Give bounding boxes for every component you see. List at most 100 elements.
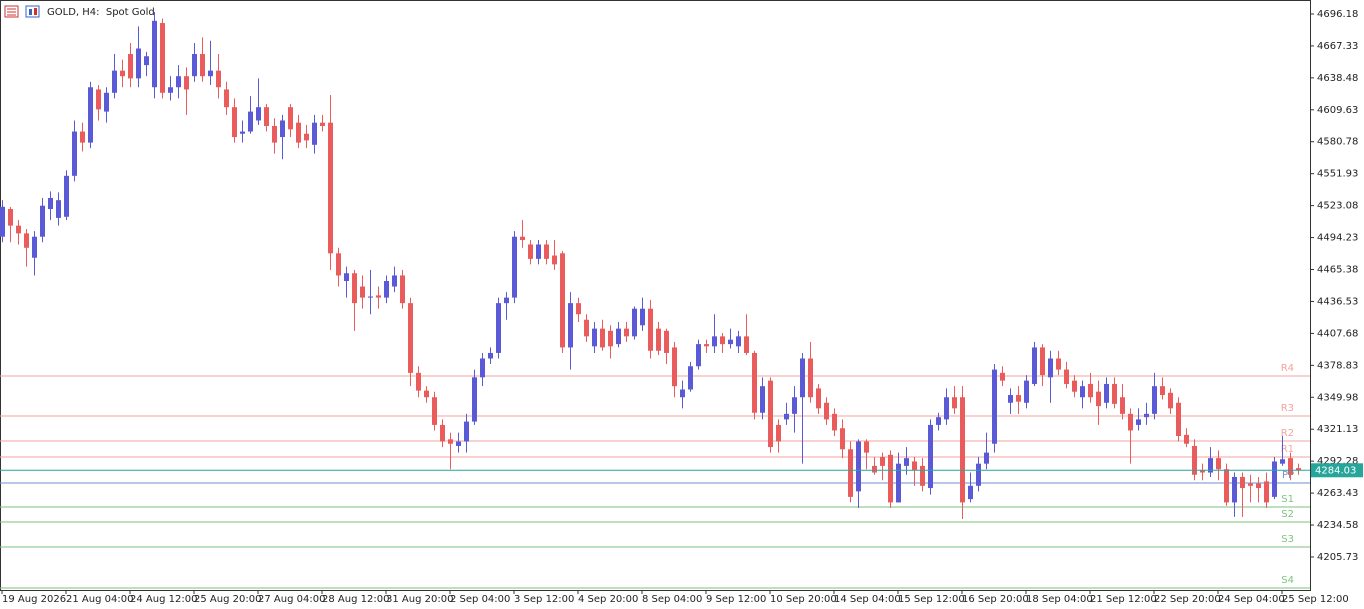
candle-body bbox=[360, 286, 365, 298]
candle-body bbox=[632, 308, 637, 337]
candle-body bbox=[160, 23, 165, 93]
candle-body bbox=[920, 465, 925, 486]
candle-body bbox=[200, 54, 205, 77]
candle-body bbox=[520, 236, 525, 241]
candle-body bbox=[656, 328, 661, 351]
x-tick-label: 25 Sep 12:00 bbox=[1282, 594, 1349, 605]
candle-body bbox=[1056, 358, 1061, 370]
candle-body bbox=[1152, 386, 1157, 414]
candle-body bbox=[1216, 458, 1221, 470]
candle-body bbox=[424, 390, 429, 398]
candle-body bbox=[736, 336, 741, 347]
candle-body bbox=[288, 107, 293, 130]
candle-body bbox=[704, 344, 709, 347]
candle-body bbox=[336, 253, 341, 276]
candle-body bbox=[640, 308, 645, 326]
candle-body bbox=[896, 463, 901, 503]
candle-body bbox=[1288, 458, 1293, 475]
y-tick-label: 4580.78 bbox=[1317, 137, 1358, 148]
candle-body bbox=[648, 308, 653, 351]
candle-body bbox=[728, 339, 733, 345]
candle-body bbox=[888, 454, 893, 503]
candle-body bbox=[776, 424, 781, 442]
candle-body bbox=[1136, 419, 1141, 425]
candle-body bbox=[1272, 461, 1277, 497]
candle-body bbox=[592, 328, 597, 347]
y-tick-label: 4523.08 bbox=[1317, 201, 1358, 212]
candle-body bbox=[992, 369, 997, 444]
candle-body bbox=[512, 236, 517, 298]
candle-body bbox=[416, 372, 421, 391]
candle-body bbox=[1072, 380, 1077, 392]
candle-body bbox=[1088, 383, 1093, 398]
x-tick-label: 21 Aug 04:00 bbox=[66, 594, 133, 605]
y-tick-label: 4638.48 bbox=[1317, 73, 1358, 84]
x-tick-label: 25 Aug 20:00 bbox=[194, 594, 261, 605]
candle-body bbox=[824, 402, 829, 420]
y-tick-label: 4696.18 bbox=[1317, 9, 1358, 20]
y-tick-label: 4609.63 bbox=[1317, 105, 1358, 116]
y-tick-label: 4234.58 bbox=[1317, 520, 1358, 531]
candle-body bbox=[1040, 347, 1045, 376]
x-tick-label: 22 Sep 20:00 bbox=[1154, 594, 1221, 605]
x-tick-label: 19 Aug 2026 bbox=[2, 594, 66, 605]
candle-body bbox=[1008, 395, 1013, 403]
icon bbox=[34, 8, 37, 15]
candle-body bbox=[792, 397, 797, 414]
candle-body bbox=[1120, 397, 1125, 414]
x-tick-label: 2 Sep 04:00 bbox=[450, 594, 510, 605]
candle-body bbox=[1024, 380, 1029, 403]
candle-body bbox=[848, 449, 853, 497]
candle-body bbox=[1048, 358, 1053, 378]
candle-body bbox=[368, 296, 373, 298]
candle-body bbox=[744, 336, 749, 353]
candle-body bbox=[280, 120, 285, 138]
x-tick-label: 31 Aug 20:00 bbox=[386, 594, 453, 605]
x-tick-label: 27 Aug 04:00 bbox=[258, 594, 325, 605]
candle-body bbox=[1064, 369, 1069, 384]
x-tick-label: 4 Sep 20:00 bbox=[578, 594, 638, 605]
candle-body bbox=[1264, 481, 1269, 503]
current-price-box bbox=[1311, 463, 1363, 478]
pivot-label: S1 bbox=[1281, 494, 1294, 505]
candle-body bbox=[408, 303, 413, 373]
candle-body bbox=[8, 209, 13, 226]
candle-body bbox=[312, 122, 317, 145]
candle-body bbox=[96, 89, 101, 110]
candle-body bbox=[176, 76, 181, 88]
x-tick-label: 24 Sep 04:00 bbox=[1218, 594, 1285, 605]
candle-body bbox=[1128, 413, 1133, 431]
candle-body bbox=[1080, 386, 1085, 398]
candle-body bbox=[1032, 347, 1037, 384]
y-tick-label: 4407.68 bbox=[1317, 328, 1358, 339]
candle-body bbox=[952, 397, 957, 409]
candle-body bbox=[504, 297, 509, 304]
candle-body bbox=[72, 131, 77, 176]
candle-body bbox=[552, 255, 557, 265]
candle-body bbox=[464, 421, 469, 442]
candle-body bbox=[16, 225, 21, 234]
candle-body bbox=[568, 303, 573, 348]
candle-body bbox=[248, 111, 253, 132]
candle-body bbox=[152, 20, 157, 88]
x-tick-label: 9 Sep 12:00 bbox=[706, 594, 766, 605]
pivot-label: R3 bbox=[1281, 403, 1294, 414]
candle-body bbox=[256, 107, 261, 121]
candle-body bbox=[872, 465, 877, 473]
toolbar-icons bbox=[4, 5, 40, 18]
pivot-label: R1 bbox=[1281, 444, 1294, 455]
candle-body bbox=[976, 463, 981, 486]
candle-body bbox=[272, 125, 277, 143]
candle-body bbox=[168, 87, 173, 93]
pivot-label: PP bbox=[1282, 470, 1294, 481]
candle-body bbox=[1232, 476, 1237, 503]
candle-body bbox=[968, 485, 973, 500]
candle-body bbox=[960, 397, 965, 503]
chart-title: GOLD, H4: Spot Gold bbox=[47, 7, 155, 18]
candle-body bbox=[376, 295, 381, 298]
candle-body bbox=[936, 417, 941, 425]
candle-body bbox=[1104, 383, 1109, 403]
pivot-label: S2 bbox=[1281, 509, 1294, 520]
candle-body bbox=[1168, 392, 1173, 409]
